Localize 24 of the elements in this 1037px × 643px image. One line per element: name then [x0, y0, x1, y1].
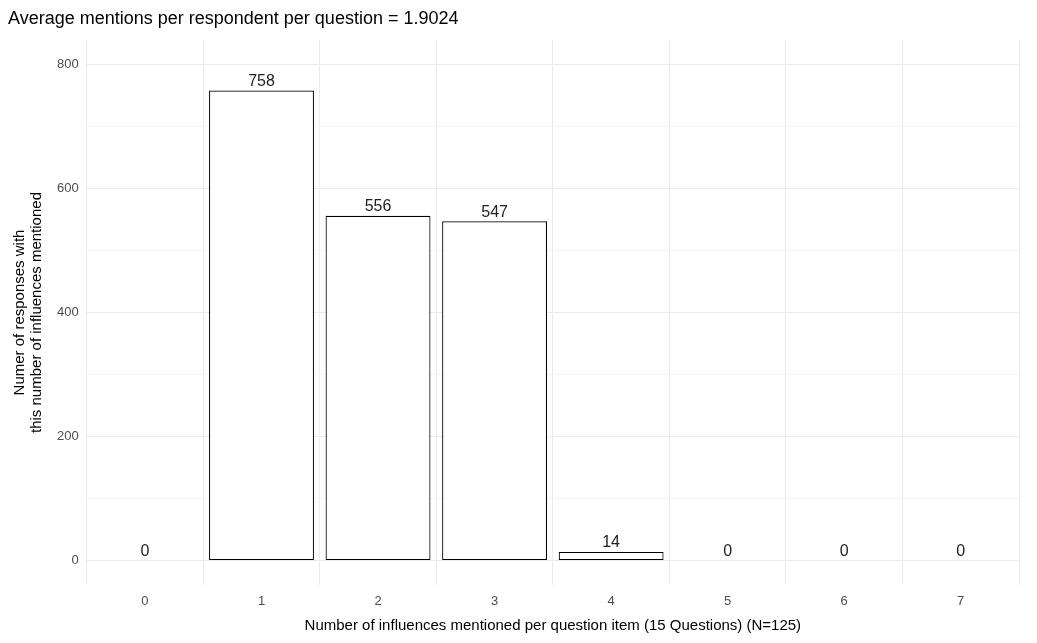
data-label: 0: [956, 542, 966, 559]
x-tick-label: 1: [257, 592, 266, 608]
data-label: 547: [481, 202, 509, 220]
data-label: 758: [248, 71, 275, 89]
y-tick-label: 400: [56, 304, 79, 320]
data-label: 0: [723, 542, 733, 559]
y-tick-label: 800: [56, 55, 79, 71]
data-label: 0: [140, 542, 150, 559]
x-axis-title: Number of influences mentioned per question item (15 Questions) (N=125): [304, 616, 802, 634]
chart-title: Average mentions per respondent per question = 1.9024: [8, 7, 459, 28]
x-tick-label: 5: [724, 592, 732, 608]
x-tick-label: 3: [490, 592, 499, 608]
y-tick-label: 200: [56, 428, 79, 444]
x-tick-label: 7: [957, 592, 965, 608]
x-tick-label: 0: [141, 592, 149, 608]
data-label: 556: [364, 197, 392, 215]
y-tick-label: 600: [56, 180, 79, 196]
x-tick-label: 6: [840, 592, 848, 608]
y-axis-title: Numer of responses with this number of influences mentioned: [10, 192, 44, 433]
data-label: 0: [839, 542, 849, 559]
data-label: 14: [602, 533, 621, 551]
x-tick-label: 2: [374, 592, 382, 608]
y-tick-label: 0: [71, 552, 79, 568]
x-tick-label: 4: [607, 592, 615, 608]
